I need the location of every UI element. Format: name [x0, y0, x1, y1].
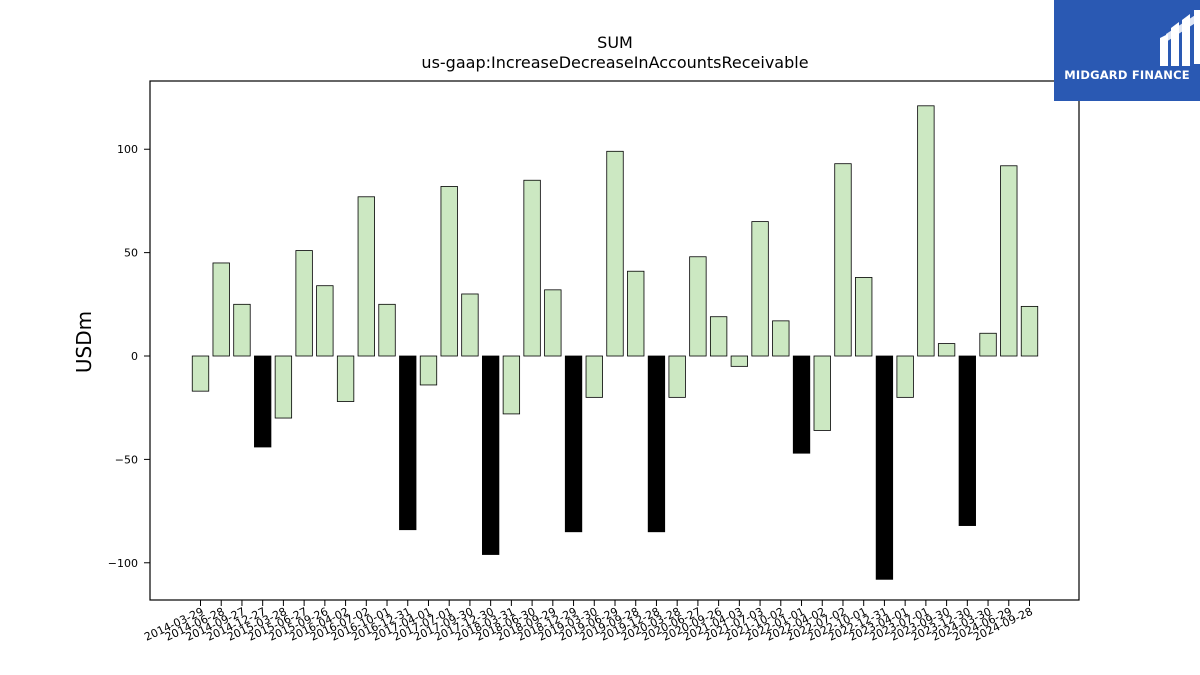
bar-2017-04-01: [419, 355, 438, 386]
bar-2015-03-28: [274, 355, 293, 419]
bar-2020-09-26: [709, 316, 728, 357]
bar-2023-07-01: [917, 105, 935, 357]
bar-2014-09-27: [233, 303, 251, 357]
bar-2017-12-30: [481, 355, 500, 555]
bar-2019-03-30: [585, 355, 603, 398]
bar-2015-06-27: [295, 250, 313, 357]
bar-2018-03-31: [502, 355, 521, 415]
bar-2021-04-03: [730, 355, 748, 367]
bar-2021-07-03: [751, 221, 769, 357]
bar-2021-10-02: [772, 320, 790, 357]
bar-2024-09-28: [1020, 305, 1039, 357]
bar-2019-12-28: [647, 355, 666, 533]
brand-logo: MIDGARD FINANCE: [1054, 0, 1200, 101]
bar-2014-12-27: [254, 355, 272, 448]
bar-2014-06-28: [212, 262, 230, 357]
bar-2014-03-29: [191, 355, 210, 392]
y-axis-label: USDm: [72, 311, 96, 373]
bar-2023-09-30: [937, 343, 956, 357]
bar-2024-03-30: [979, 332, 997, 357]
bar-2022-10-01: [855, 277, 873, 357]
bar-2023-04-01: [896, 355, 914, 398]
bar-2016-07-02: [357, 196, 375, 357]
bar-2022-04-02: [813, 355, 831, 431]
x-axis: 2014-03-292014-06-282014-09-272014-12-27…: [142, 600, 1035, 644]
y-tick-label: 50: [124, 247, 138, 260]
y-tick-label: −50: [115, 453, 138, 466]
bar-2016-04-02: [336, 355, 355, 402]
bar-2018-06-30: [523, 179, 541, 357]
chart-title: SUM: [597, 33, 633, 52]
chart-subtitle: us-gaap:IncreaseDecreaseInAccountsReceiv…: [421, 53, 808, 72]
y-tick-label: −100: [108, 557, 138, 570]
bar-2023-12-30: [958, 355, 976, 526]
bar-2016-10-01: [378, 303, 396, 357]
y-tick-label: 100: [117, 143, 138, 156]
brand-name: MIDGARD FINANCE: [1064, 68, 1190, 82]
plot-frame: [149, 80, 1080, 601]
bar-2022-12-31: [875, 355, 894, 580]
bar-2016-12-31: [399, 355, 417, 531]
bar-2015-09-26: [316, 285, 334, 357]
bar-2024-06-29: [1000, 165, 1018, 357]
midgard-m-logo-icon: [1160, 10, 1200, 66]
bar-2019-06-29: [606, 150, 624, 357]
y-tick-label: 0: [131, 350, 138, 363]
bar-2022-07-02: [834, 163, 852, 357]
bar-2017-09-30: [461, 293, 479, 357]
bar-2020-06-27: [689, 256, 707, 357]
bar-2018-12-29: [564, 355, 583, 533]
y-axis: 100 50 0 −50 −100: [108, 143, 150, 570]
bar-2018-09-29: [544, 289, 562, 357]
bar-2019-09-28: [627, 270, 645, 357]
bars-group: [191, 105, 1039, 580]
bar-2020-03-28: [668, 355, 686, 398]
bar-2017-07-01: [440, 186, 458, 357]
bar-2022-01-01: [792, 355, 811, 454]
